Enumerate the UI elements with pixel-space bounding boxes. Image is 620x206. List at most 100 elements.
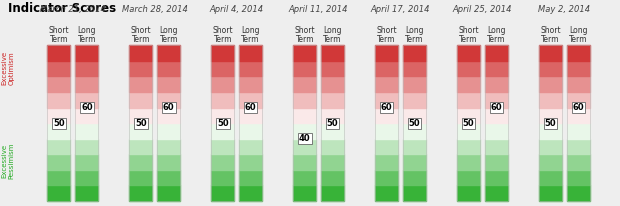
Text: 50: 50 (463, 119, 474, 128)
Bar (239, 185, 262, 201)
Bar (239, 139, 262, 154)
Bar (239, 45, 262, 61)
Bar (403, 76, 426, 92)
Text: 50: 50 (53, 119, 64, 128)
Bar (76, 154, 99, 170)
Bar (130, 61, 153, 76)
Bar (48, 123, 71, 139)
Bar (211, 45, 234, 201)
Bar (293, 185, 316, 201)
Bar (157, 139, 180, 154)
Bar (321, 45, 344, 201)
Text: Long
Term: Long Term (487, 26, 506, 44)
Bar (485, 108, 508, 123)
Bar (485, 154, 508, 170)
Bar (211, 108, 234, 123)
Bar (457, 170, 480, 185)
Text: 60: 60 (573, 103, 584, 112)
Bar (485, 61, 508, 76)
Bar (239, 45, 262, 201)
Bar (321, 170, 344, 185)
Bar (239, 154, 262, 170)
Text: 60: 60 (490, 103, 502, 112)
Text: Short
Term: Short Term (458, 26, 479, 44)
Bar (485, 92, 508, 108)
Bar (293, 45, 316, 201)
Bar (485, 45, 508, 201)
Bar (157, 154, 180, 170)
Bar (48, 45, 71, 61)
Bar (130, 45, 153, 201)
Bar (539, 45, 562, 61)
Text: Long
Term: Long Term (241, 26, 260, 44)
Bar (321, 108, 344, 123)
Bar (211, 45, 234, 61)
Text: Indicator Scores: Indicator Scores (8, 2, 116, 15)
Bar (239, 123, 262, 139)
Text: Long
Term: Long Term (159, 26, 178, 44)
Bar (375, 170, 398, 185)
Text: Short
Term: Short Term (294, 26, 315, 44)
Bar (157, 45, 180, 61)
Bar (321, 154, 344, 170)
Bar (157, 108, 180, 123)
Bar (567, 123, 590, 139)
Bar (76, 76, 99, 92)
Bar (321, 123, 344, 139)
Bar (293, 108, 316, 123)
Bar (130, 139, 153, 154)
Bar (539, 45, 562, 201)
Bar (48, 185, 71, 201)
Bar (157, 45, 180, 201)
Bar (539, 170, 562, 185)
Bar (457, 108, 480, 123)
Bar (321, 45, 344, 61)
Bar (321, 139, 344, 154)
Bar (157, 61, 180, 76)
Bar (48, 92, 71, 108)
Bar (403, 185, 426, 201)
Bar (130, 45, 153, 61)
Bar (403, 123, 426, 139)
Text: 60: 60 (163, 103, 175, 112)
Bar (457, 154, 480, 170)
Bar (211, 61, 234, 76)
Bar (539, 61, 562, 76)
Text: March 28, 2014: March 28, 2014 (122, 5, 188, 14)
Bar (293, 154, 316, 170)
Bar (403, 92, 426, 108)
Text: 60: 60 (381, 103, 392, 112)
Bar (293, 123, 316, 139)
Bar (211, 76, 234, 92)
Bar (130, 170, 153, 185)
Bar (157, 185, 180, 201)
Bar (457, 185, 480, 201)
Bar (239, 108, 262, 123)
Bar (375, 185, 398, 201)
Bar (76, 45, 99, 61)
Bar (567, 76, 590, 92)
Bar (130, 92, 153, 108)
Bar (567, 170, 590, 185)
Bar (157, 170, 180, 185)
Bar (130, 123, 153, 139)
Bar (539, 185, 562, 201)
Bar (130, 185, 153, 201)
Bar (457, 139, 480, 154)
Bar (403, 170, 426, 185)
Bar (539, 108, 562, 123)
Bar (375, 92, 398, 108)
Bar (457, 45, 480, 201)
Bar (130, 76, 153, 92)
Text: Long
Term: Long Term (569, 26, 588, 44)
Bar (76, 45, 99, 201)
Text: 50: 50 (409, 119, 420, 128)
Text: 50: 50 (217, 119, 229, 128)
Bar (321, 61, 344, 76)
Bar (321, 92, 344, 108)
Bar (457, 123, 480, 139)
Bar (48, 76, 71, 92)
Bar (48, 139, 71, 154)
Bar (485, 170, 508, 185)
Bar (211, 170, 234, 185)
